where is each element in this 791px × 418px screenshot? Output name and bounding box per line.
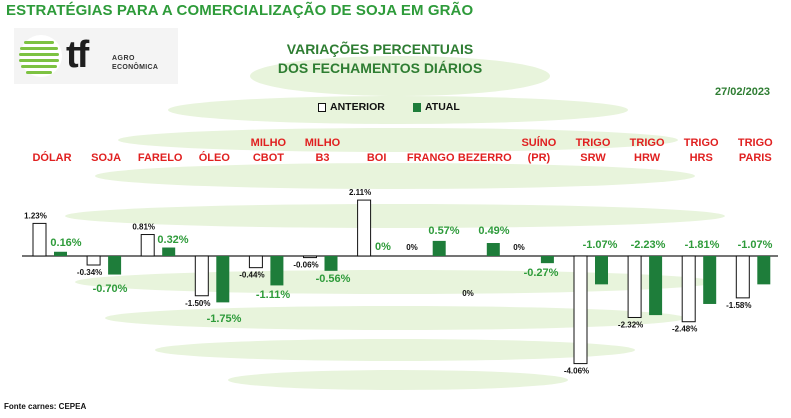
bar-atual-dólar bbox=[54, 251, 67, 256]
bar-atual-milho-b3 bbox=[324, 256, 338, 271]
data-label-anterior-trigo-hrs: -2.48% bbox=[672, 325, 697, 334]
data-label-anterior-óleo: -1.50% bbox=[185, 299, 210, 308]
logo bbox=[14, 28, 178, 84]
category-label-farelo: FARELO bbox=[138, 152, 183, 164]
data-label-atual-suíno-(pr): -0.27% bbox=[524, 267, 559, 279]
legend-swatch-atual bbox=[413, 103, 421, 112]
data-label-atual-soja: -0.70% bbox=[93, 283, 128, 295]
legend-label-atual: ATUAL bbox=[425, 101, 460, 113]
category-label-milho-b3-line2: B3 bbox=[315, 152, 329, 164]
category-label-milho-cbot-line2: CBOT bbox=[253, 152, 284, 164]
category-label-trigo-hrw-line1: TRIGO bbox=[630, 137, 665, 149]
category-label-trigo-srw-line1: TRIGO bbox=[576, 137, 611, 149]
data-label-atual-milho-b3: -0.56% bbox=[316, 273, 351, 285]
bar-anterior-óleo bbox=[194, 255, 209, 297]
data-label-anterior-trigo-paris: -1.58% bbox=[726, 301, 751, 310]
bar-atual-frango bbox=[432, 240, 446, 256]
bar-anterior-trigo-hrw bbox=[627, 255, 642, 318]
data-label-atual-boi: 0% bbox=[375, 241, 391, 253]
category-label-bezerro: BEZERRO bbox=[458, 152, 512, 164]
logo-globe-icon bbox=[19, 35, 62, 77]
logo-mark: tf bbox=[66, 34, 89, 76]
bar-atual-bezerro bbox=[486, 243, 500, 256]
category-label-trigo-hrs-line1: TRIGO bbox=[684, 137, 719, 149]
category-label-suíno-(pr)-line2: (PR) bbox=[528, 152, 551, 164]
data-label-anterior-soja: -0.34% bbox=[77, 268, 102, 277]
chart-title-line1: VARIAÇÕES PERCENTUAIS bbox=[286, 41, 474, 57]
bar-anterior-milho-cbot bbox=[248, 255, 263, 269]
data-label-anterior-milho-b3: -0.06% bbox=[293, 261, 318, 270]
bar-anterior-trigo-paris bbox=[735, 255, 750, 299]
data-label-anterior-farelo: 0.81% bbox=[132, 223, 155, 232]
bar-atual-milho-cbot bbox=[270, 256, 284, 286]
chart-date: 27/02/2023 bbox=[715, 86, 771, 98]
legend-swatch-anterior bbox=[318, 103, 326, 112]
data-label-anterior-dólar: 1.23% bbox=[24, 211, 47, 220]
data-label-atual-trigo-hrw: -2.23% bbox=[631, 239, 666, 251]
bar-anterior-farelo bbox=[140, 234, 155, 257]
bar-atual-suíno-(pr) bbox=[540, 256, 554, 264]
bar-atual-trigo-paris bbox=[757, 256, 771, 285]
bar-atual-óleo bbox=[216, 256, 230, 303]
category-label-boi: BOI bbox=[367, 152, 387, 164]
data-label-atual-trigo-paris: -1.07% bbox=[738, 239, 773, 251]
bar-anterior-trigo-srw bbox=[573, 255, 588, 365]
data-label-anterior-milho-cbot: -0.44% bbox=[239, 271, 264, 280]
category-label-frango: FRANGO bbox=[407, 152, 455, 164]
category-label-óleo: ÓLEO bbox=[199, 151, 231, 164]
data-label-anterior-bezerro: 0% bbox=[462, 289, 474, 298]
category-label-trigo-paris-line1: TRIGO bbox=[738, 137, 773, 149]
bar-atual-trigo-hrw bbox=[649, 256, 663, 316]
category-label-milho-cbot-line1: MILHO bbox=[251, 137, 287, 149]
data-label-atual-óleo: -1.75% bbox=[207, 313, 242, 325]
logo-line2: ECONÔMICA bbox=[112, 64, 159, 71]
bar-anterior-soja bbox=[86, 255, 101, 266]
data-label-atual-trigo-srw: -1.07% bbox=[583, 239, 618, 251]
bar-atual-trigo-hrs bbox=[703, 256, 717, 304]
data-label-anterior-trigo-hrw: -2.32% bbox=[618, 320, 643, 329]
logo-line1: AGRO bbox=[112, 55, 135, 62]
data-label-anterior-trigo-srw: -4.06% bbox=[564, 367, 589, 376]
data-label-atual-milho-cbot: -1.11% bbox=[256, 289, 290, 301]
category-label-dólar: DÓLAR bbox=[32, 151, 71, 164]
category-label-trigo-srw-line2: SRW bbox=[580, 152, 606, 164]
data-label-anterior-boi: 2.11% bbox=[349, 188, 371, 197]
category-label-trigo-hrw-line2: HRW bbox=[634, 152, 661, 164]
data-label-atual-bezerro: 0.49% bbox=[478, 225, 509, 237]
bar-anterior-dólar bbox=[32, 222, 47, 257]
legend-label-anterior: ANTERIOR bbox=[330, 101, 385, 113]
category-label-suíno-(pr)-line1: SUÍNO bbox=[521, 136, 556, 149]
data-label-atual-trigo-hrs: -1.81% bbox=[685, 239, 720, 251]
bar-anterior-trigo-hrs bbox=[681, 255, 696, 323]
source-note: Fonte carnes: CEPEA bbox=[4, 402, 87, 411]
data-label-atual-dólar: 0.16% bbox=[50, 237, 81, 249]
bar-atual-trigo-srw bbox=[595, 256, 608, 285]
chart-title-line2: DOS FECHAMENTOS DIÁRIOS bbox=[277, 60, 483, 76]
page-title: ESTRATÉGIAS PARA A COMERCIALIZAÇÃO DE SO… bbox=[6, 2, 474, 19]
bar-anterior-boi bbox=[357, 199, 372, 257]
bar-anterior-milho-b3 bbox=[303, 255, 317, 259]
category-label-milho-b3-line1: MILHO bbox=[305, 137, 341, 149]
data-label-anterior-frango: 0% bbox=[406, 243, 418, 252]
data-label-atual-farelo: 0.32% bbox=[157, 234, 188, 246]
category-label-trigo-hrs-line2: HRS bbox=[690, 152, 713, 164]
data-label-atual-frango: 0.57% bbox=[428, 225, 459, 237]
category-label-trigo-paris-line2: PARIS bbox=[739, 152, 772, 164]
bar-atual-soja bbox=[108, 256, 122, 275]
data-label-anterior-suíno-(pr): 0% bbox=[513, 243, 525, 252]
category-label-soja: SOJA bbox=[91, 152, 121, 164]
bar-atual-farelo bbox=[162, 247, 176, 256]
